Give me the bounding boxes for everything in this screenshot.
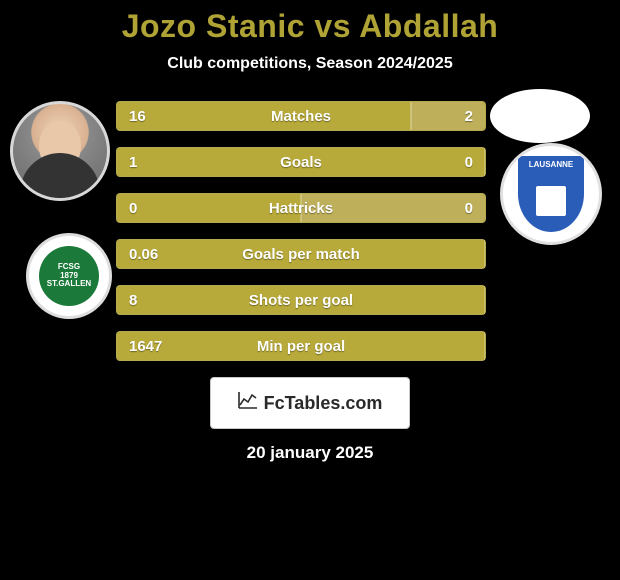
stat-label: Matches <box>117 102 485 130</box>
stat-value-left: 1647 <box>129 332 162 360</box>
stat-row: Matches16 2 <box>116 101 486 131</box>
player1-avatar <box>10 101 110 201</box>
stat-label: Min per goal <box>117 332 485 360</box>
club-badge-lausanne: LAUSANNE <box>518 156 584 232</box>
watermark-text: FcTables.com <box>264 393 383 414</box>
player2-avatar <box>490 89 590 143</box>
chart-icon <box>238 391 258 414</box>
stat-row: Min per goal1647 <box>116 331 486 361</box>
stat-row: Hattricks0 0 <box>116 193 486 223</box>
player2-club-badge: LAUSANNE <box>500 143 602 245</box>
date-text: 20 january 2025 <box>0 443 620 463</box>
stat-value-right: 0 <box>465 194 473 222</box>
stat-row: Goals1 0 <box>116 147 486 177</box>
stat-value-left: 8 <box>129 286 137 314</box>
stat-row: Shots per goal8 <box>116 285 486 315</box>
stat-value-left: 16 <box>129 102 146 130</box>
stat-value-left: 1 <box>129 148 137 176</box>
stat-value-left: 0 <box>129 194 137 222</box>
player1-photo-placeholder <box>13 104 107 198</box>
stat-value-right: 0 <box>465 148 473 176</box>
page-title: Jozo Stanic vs Abdallah <box>0 0 620 45</box>
stat-value-left: 0.06 <box>129 240 158 268</box>
stat-label: Hattricks <box>117 194 485 222</box>
stat-label: Shots per goal <box>117 286 485 314</box>
subtitle: Club competitions, Season 2024/2025 <box>0 55 620 73</box>
stat-value-right: 2 <box>465 102 473 130</box>
stat-label: Goals per match <box>117 240 485 268</box>
watermark[interactable]: FcTables.com <box>210 377 410 429</box>
stat-label: Goals <box>117 148 485 176</box>
stat-row: Goals per match0.06 <box>116 239 486 269</box>
club-badge-fcsg: FCSG1879ST.GALLEN <box>39 246 99 306</box>
stat-bars: Matches162Goals10Hattricks00Goals per ma… <box>116 101 486 361</box>
comparison-panel: FCSG1879ST.GALLEN LAUSANNE Matches16 2 Goa… <box>0 101 620 463</box>
player1-club-badge: FCSG1879ST.GALLEN <box>26 233 112 319</box>
